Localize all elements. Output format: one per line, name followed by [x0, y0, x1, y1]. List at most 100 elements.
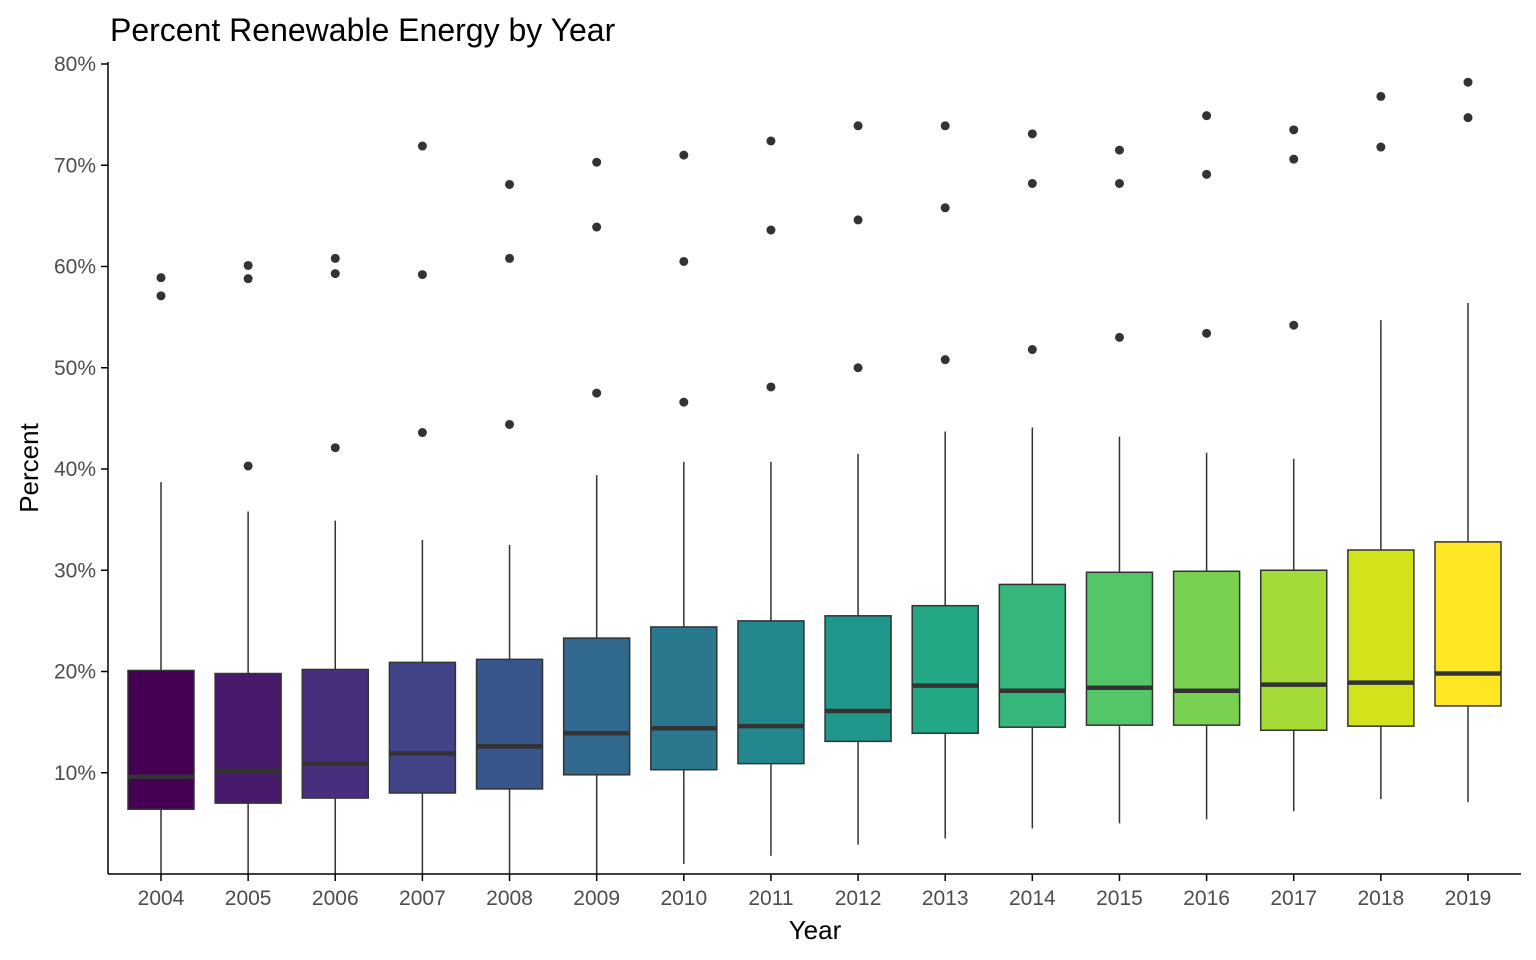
box-group-2008 [475, 179, 544, 874]
outlier-point [1463, 77, 1473, 87]
box [824, 615, 892, 743]
outlier-point [1202, 328, 1212, 338]
outlier-point [679, 150, 689, 160]
box-group-2014 [998, 129, 1067, 829]
box [737, 620, 805, 765]
outlier-point [592, 157, 602, 167]
box-group-2017 [1259, 125, 1328, 812]
y-tick-label: 60% [54, 256, 96, 279]
box-group-2013 [911, 121, 979, 839]
outlier-point [1114, 332, 1124, 342]
outlier-point [1376, 142, 1386, 152]
box-group-2019 [1434, 77, 1502, 803]
box-group-2007 [388, 141, 457, 874]
outlier-point [592, 222, 602, 232]
box [1434, 541, 1502, 707]
outlier-point [243, 461, 253, 471]
x-tick-label: 2017 [1270, 887, 1317, 910]
outlier-point [853, 121, 863, 131]
x-tick-label: 2004 [138, 887, 185, 910]
outlier-point [330, 443, 340, 453]
y-tick-label: 20% [54, 661, 96, 684]
y-axis-title: Percent [14, 422, 44, 512]
outlier-point [766, 382, 776, 392]
x-tick-label: 2011 [748, 887, 793, 910]
box-group-2010 [650, 150, 718, 864]
box-group-2004 [127, 273, 195, 874]
outlier-point [1289, 125, 1299, 135]
outlier-point [417, 141, 427, 151]
y-tick-label: 40% [54, 458, 96, 481]
outlier-point [1027, 129, 1037, 139]
box [650, 626, 718, 771]
outlier-point [940, 121, 950, 131]
outlier-point [330, 269, 340, 279]
outlier-point [417, 428, 427, 438]
box-group-2016 [1172, 111, 1241, 820]
outlier-point [1289, 320, 1299, 330]
x-tick-label: 2008 [486, 887, 533, 910]
box [1085, 571, 1154, 726]
x-tick-label: 2012 [835, 887, 882, 910]
box [998, 583, 1067, 728]
y-tick-label: 50% [54, 357, 96, 380]
outlier-point [156, 291, 166, 301]
box-group-2005 [214, 260, 282, 874]
box-group-2018 [1347, 91, 1415, 800]
y-tick-label: 70% [54, 154, 96, 177]
box [1347, 549, 1415, 727]
plot-area [127, 77, 1502, 874]
outlier-point [505, 179, 515, 189]
outlier-point [853, 215, 863, 225]
x-tick-label: 2006 [312, 887, 359, 910]
outlier-point [1027, 345, 1037, 355]
box [1172, 570, 1241, 726]
x-tick-label: 2007 [399, 887, 446, 910]
y-tick-label: 80% [54, 53, 96, 76]
outlier-point [330, 253, 340, 263]
outlier-point [940, 355, 950, 365]
x-tick-label: 2010 [660, 887, 707, 910]
box [562, 637, 631, 776]
x-tick-label: 2014 [1009, 887, 1056, 910]
box-group-2006 [301, 253, 370, 874]
outlier-point [679, 397, 689, 407]
box [127, 669, 195, 810]
y-tick-label: 30% [54, 559, 96, 582]
outlier-point [592, 388, 602, 398]
x-tick-label: 2005 [225, 887, 272, 910]
x-tick-label: 2018 [1358, 887, 1405, 910]
outlier-point [1114, 178, 1124, 188]
box [301, 668, 370, 799]
outlier-point [940, 203, 950, 213]
box-group-2012 [824, 121, 892, 845]
outlier-point [1027, 178, 1037, 188]
outlier-point [505, 419, 515, 429]
outlier-point [1202, 111, 1212, 121]
outlier-point [679, 256, 689, 266]
x-axis: 2004 2005 2006 2007 2008 2009 2010 2011 2012 2013… [138, 874, 1491, 910]
x-tick-label: 2015 [1096, 887, 1143, 910]
outlier-point [417, 270, 427, 280]
outlier-point [1463, 113, 1473, 123]
box [1259, 569, 1328, 731]
outlier-point [1289, 154, 1299, 164]
box-group-2011 [737, 136, 805, 856]
box-group-2009 [562, 157, 631, 874]
chart-title: Percent Renewable Energy by Year [110, 12, 616, 48]
box [911, 604, 979, 735]
outlier-point [766, 136, 776, 146]
y-axis: 10% 20% 30% 40% 50% 60% 70% 80% [54, 53, 108, 785]
box [214, 672, 282, 804]
outlier-point [505, 253, 515, 263]
box-group-2015 [1085, 145, 1154, 824]
outlier-point [243, 260, 253, 270]
outlier-point [1114, 145, 1124, 155]
outlier-point [1202, 169, 1212, 179]
x-tick-label: 2013 [922, 887, 969, 910]
x-axis-title: Year [789, 915, 842, 945]
outlier-point [156, 273, 166, 283]
y-tick-label: 10% [54, 762, 96, 785]
box [475, 658, 544, 790]
